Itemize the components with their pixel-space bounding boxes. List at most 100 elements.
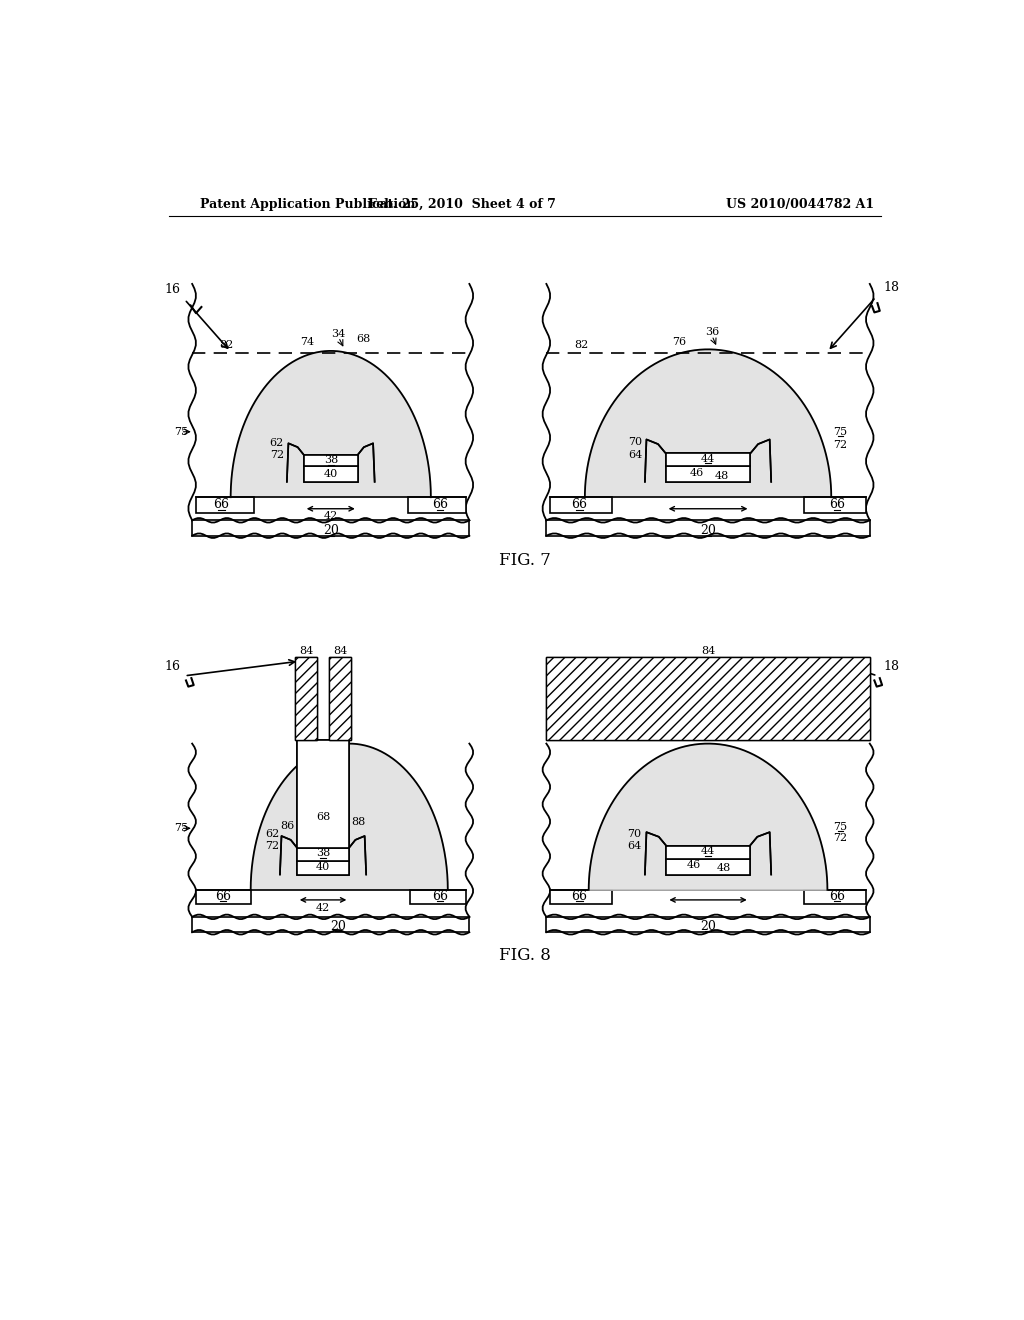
Text: FIG. 8: FIG. 8 [499,946,551,964]
Bar [297,847,349,861]
Text: 20: 20 [700,920,716,933]
Text: 20: 20 [331,920,346,933]
Text: 42: 42 [316,903,330,912]
Bar [547,657,869,739]
Text: 20: 20 [323,524,339,537]
Text: 84: 84 [299,647,313,656]
Polygon shape [251,743,447,890]
Text: 76: 76 [672,337,686,347]
Bar [547,917,869,932]
Bar [547,520,869,536]
Bar [667,846,750,859]
Text: 64: 64 [627,841,641,851]
Text: Feb. 25, 2010  Sheet 4 of 7: Feb. 25, 2010 Sheet 4 of 7 [368,198,556,211]
Text: 72: 72 [834,440,848,450]
Polygon shape [585,350,831,498]
Text: 66: 66 [213,499,229,511]
Text: 72: 72 [834,833,848,843]
Text: 20: 20 [700,524,716,537]
Text: 48: 48 [715,471,729,482]
Bar [330,657,351,739]
Bar [304,455,357,466]
Text: 75: 75 [834,822,848,832]
Text: US 2010/0044782 A1: US 2010/0044782 A1 [726,198,874,211]
Text: 75: 75 [174,824,188,833]
Bar [666,453,751,466]
Text: 82: 82 [220,339,233,350]
Bar [550,498,611,512]
Bar [547,657,869,739]
Text: 72: 72 [265,841,280,851]
Text: 62: 62 [269,438,284,449]
Bar [666,466,751,482]
Text: 46: 46 [689,467,703,478]
Bar [295,657,316,739]
Text: 40: 40 [316,862,330,871]
Bar [666,466,751,482]
Text: 72: 72 [269,450,284,459]
Bar [297,739,349,847]
Text: 74: 74 [301,337,314,347]
Bar [297,861,349,875]
Text: 66: 66 [571,499,588,511]
Text: 84: 84 [701,647,715,656]
Bar [804,498,866,512]
Bar [408,498,466,512]
Text: 62: 62 [265,829,280,840]
Text: 68: 68 [356,334,371,345]
Bar [193,520,469,536]
Text: 86: 86 [281,821,295,832]
Text: 44: 44 [701,846,715,857]
Text: 18: 18 [884,660,900,673]
Text: 84: 84 [333,647,347,656]
Bar [667,859,750,875]
Text: 38: 38 [316,847,330,858]
Polygon shape [589,743,827,890]
Text: 75: 75 [834,426,848,437]
Text: 64: 64 [628,450,642,459]
Text: 34: 34 [332,329,345,339]
Text: 66: 66 [432,890,449,903]
Bar [667,846,750,859]
Text: 36: 36 [705,327,719,338]
Bar [297,861,349,875]
Text: 42: 42 [324,511,338,521]
Text: 16: 16 [165,282,180,296]
Bar [193,917,469,932]
Bar [304,455,357,466]
Bar [304,466,357,482]
Text: 66: 66 [828,890,845,903]
Text: Patent Application Publication: Patent Application Publication [200,198,416,211]
Text: 44: 44 [701,454,715,463]
Text: 16: 16 [165,660,180,673]
Text: 82: 82 [573,339,588,350]
Text: 46: 46 [687,861,701,870]
Text: 70: 70 [627,829,641,840]
Bar [196,498,254,512]
Text: 66: 66 [215,890,231,903]
Text: 88: 88 [351,817,366,828]
Text: 70: 70 [628,437,642,446]
Text: 75: 75 [174,426,188,437]
Bar [410,890,466,904]
Text: FIG. 7: FIG. 7 [499,552,551,569]
Bar [550,890,611,904]
Text: 18: 18 [884,281,900,294]
Bar [196,890,252,904]
Bar [295,657,316,739]
Bar [330,657,351,739]
Text: 66: 66 [432,499,449,511]
Text: 48: 48 [717,863,730,874]
Text: 68: 68 [316,812,330,822]
Polygon shape [230,351,431,498]
Text: 40: 40 [324,469,338,479]
Bar [297,847,349,861]
Bar [667,859,750,875]
Bar [304,466,357,482]
Text: 38: 38 [324,455,338,465]
Text: 66: 66 [571,890,588,903]
Bar [297,739,349,847]
Bar [804,890,866,904]
Text: 66: 66 [828,499,845,511]
Bar [666,453,751,466]
